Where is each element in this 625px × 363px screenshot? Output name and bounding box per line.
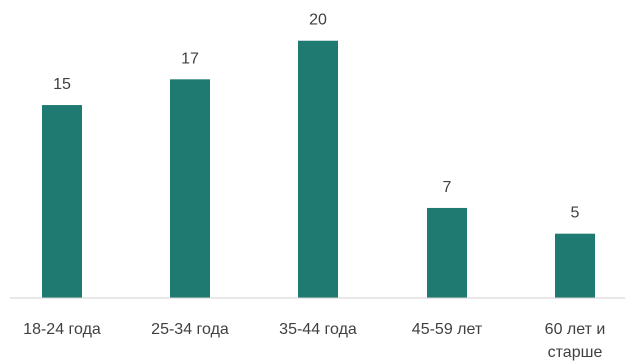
- bar-1: [170, 79, 210, 299]
- x-tick-label-2: 35-44 года: [279, 321, 357, 338]
- data-labels-group: 15 17 20 7 5: [53, 12, 579, 222]
- x-tick-label-1: 25-34 года: [151, 321, 229, 338]
- bars-group: [42, 40, 595, 299]
- x-tick-label-3: 45-59 лет: [412, 321, 483, 338]
- data-label-0: 15: [53, 76, 71, 93]
- bar-4: [555, 233, 595, 298]
- bar-3: [427, 207, 467, 298]
- data-label-4: 5: [571, 205, 580, 222]
- bar-0: [42, 105, 82, 298]
- x-tick-label-4: 60 лет и старше: [545, 321, 606, 361]
- x-tick-labels-group: 18-24 года 25-34 года 35-44 года 45-59 лет 6…: [23, 321, 605, 361]
- data-label-1: 17: [181, 50, 199, 67]
- data-label-2: 20: [309, 12, 327, 29]
- x-tick-label-0: 18-24 года: [23, 321, 101, 338]
- bar-2: [298, 40, 338, 299]
- data-label-3: 7: [443, 179, 452, 196]
